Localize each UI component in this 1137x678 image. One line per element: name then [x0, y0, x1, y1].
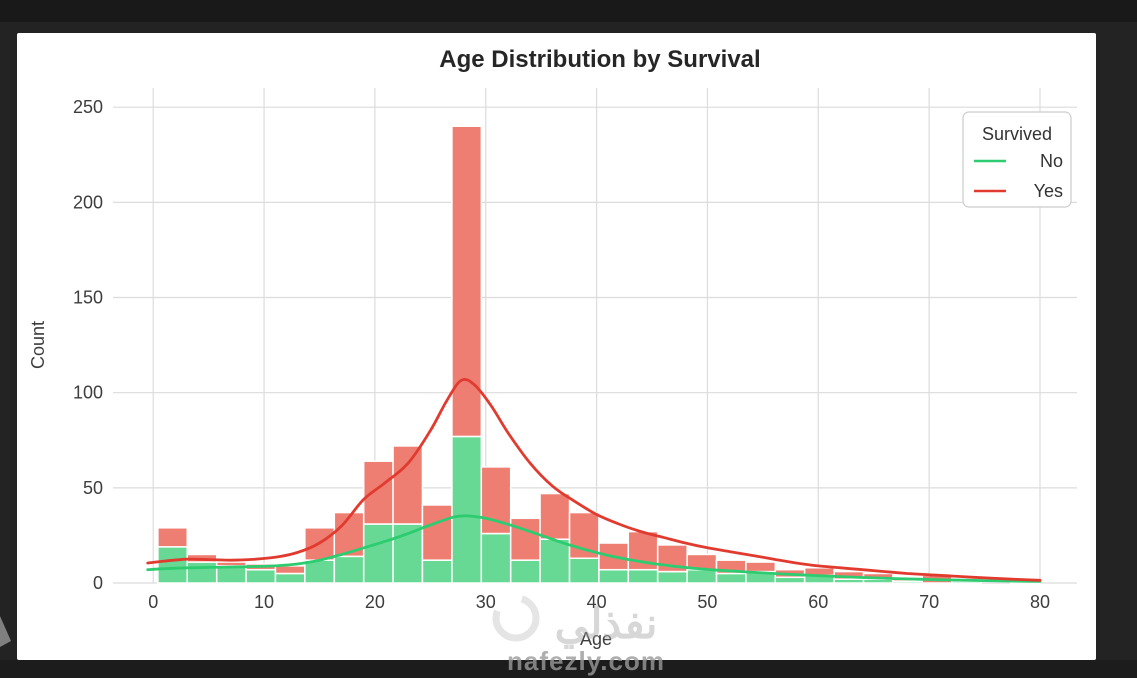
bar-segment-yes — [745, 561, 777, 573]
bar-segment-yes — [451, 125, 483, 438]
kde-line-yes — [146, 378, 1042, 582]
x-tick-label: 60 — [808, 592, 828, 612]
bar-segment-yes — [509, 517, 541, 561]
watermark-arabic-text: نفذلي — [555, 600, 658, 649]
watermark-domain-text: nafezly.com — [507, 646, 665, 676]
watermark: نفذلي nafezly.com — [492, 594, 665, 676]
legend: Survived No Yes — [962, 111, 1072, 208]
bar-segment-no — [509, 559, 541, 584]
legend-label-no: No — [1040, 151, 1063, 171]
bar-segment-no — [186, 561, 218, 584]
chart-title: Age Distribution by Survival — [439, 46, 760, 73]
y-tick-label: 150 — [73, 288, 103, 308]
bar-segment-no — [568, 557, 600, 584]
bar-segment-no — [421, 559, 453, 584]
x-tick-label: 50 — [697, 592, 717, 612]
y-tick-label: 200 — [73, 192, 103, 212]
y-tick-labels-group: 0 50 100 150 200 250 — [73, 97, 103, 593]
y-tick-label: 100 — [73, 383, 103, 403]
watermark-logo-icon — [492, 594, 540, 642]
bar-segment-no — [715, 572, 747, 584]
x-tick-label: 40 — [587, 592, 607, 612]
y-tick-label: 50 — [83, 478, 103, 498]
bar-segment-no — [627, 568, 659, 584]
window-footer-strip — [0, 660, 1137, 678]
x-tick-label: 10 — [254, 592, 274, 612]
bar-segment-no — [686, 568, 718, 584]
x-tick-label: 0 — [148, 592, 158, 612]
window-top-strip — [0, 0, 1137, 22]
x-tick-label: 70 — [919, 592, 939, 612]
bar-segment-no — [451, 435, 483, 584]
y-axis-label: Count — [28, 321, 48, 369]
bar-segment-yes — [215, 561, 247, 567]
bar-segment-yes — [362, 460, 394, 525]
bar-segment-no — [362, 523, 394, 584]
bar-segment-yes — [157, 527, 188, 548]
legend-label-yes: Yes — [1034, 181, 1063, 201]
bar-segment-no — [774, 576, 806, 584]
bar-segment-no — [480, 532, 512, 584]
bar-segment-no — [304, 559, 336, 584]
bar-segment-yes — [392, 445, 424, 525]
kde-curves-group — [146, 378, 1042, 583]
bar-segment-yes — [421, 504, 453, 561]
x-tick-label: 30 — [476, 592, 496, 612]
x-tick-label: 80 — [1030, 592, 1050, 612]
legend-title: Survived — [982, 124, 1052, 144]
y-tick-label: 250 — [73, 97, 103, 117]
bar-segment-no — [274, 572, 306, 584]
grid-group — [113, 88, 1077, 584]
chart-card — [17, 33, 1096, 660]
bar-segment-no — [245, 568, 277, 584]
bar-segment-no — [539, 538, 571, 584]
x-tick-labels-group: 0 10 20 30 40 50 60 70 80 — [148, 592, 1050, 612]
kde-line-no — [146, 514, 1042, 583]
bar-segment-no — [333, 555, 365, 584]
bar-segment-no — [656, 570, 688, 584]
bar-segment-no — [157, 546, 188, 584]
bar-segment-no — [598, 568, 630, 584]
x-tick-label: 20 — [365, 592, 385, 612]
x-axis-label: Age — [580, 629, 612, 649]
cursor-artifact — [0, 616, 11, 647]
bar-segment-yes — [539, 492, 571, 540]
y-tick-label: 0 — [93, 573, 103, 593]
legend-box — [962, 111, 1072, 208]
